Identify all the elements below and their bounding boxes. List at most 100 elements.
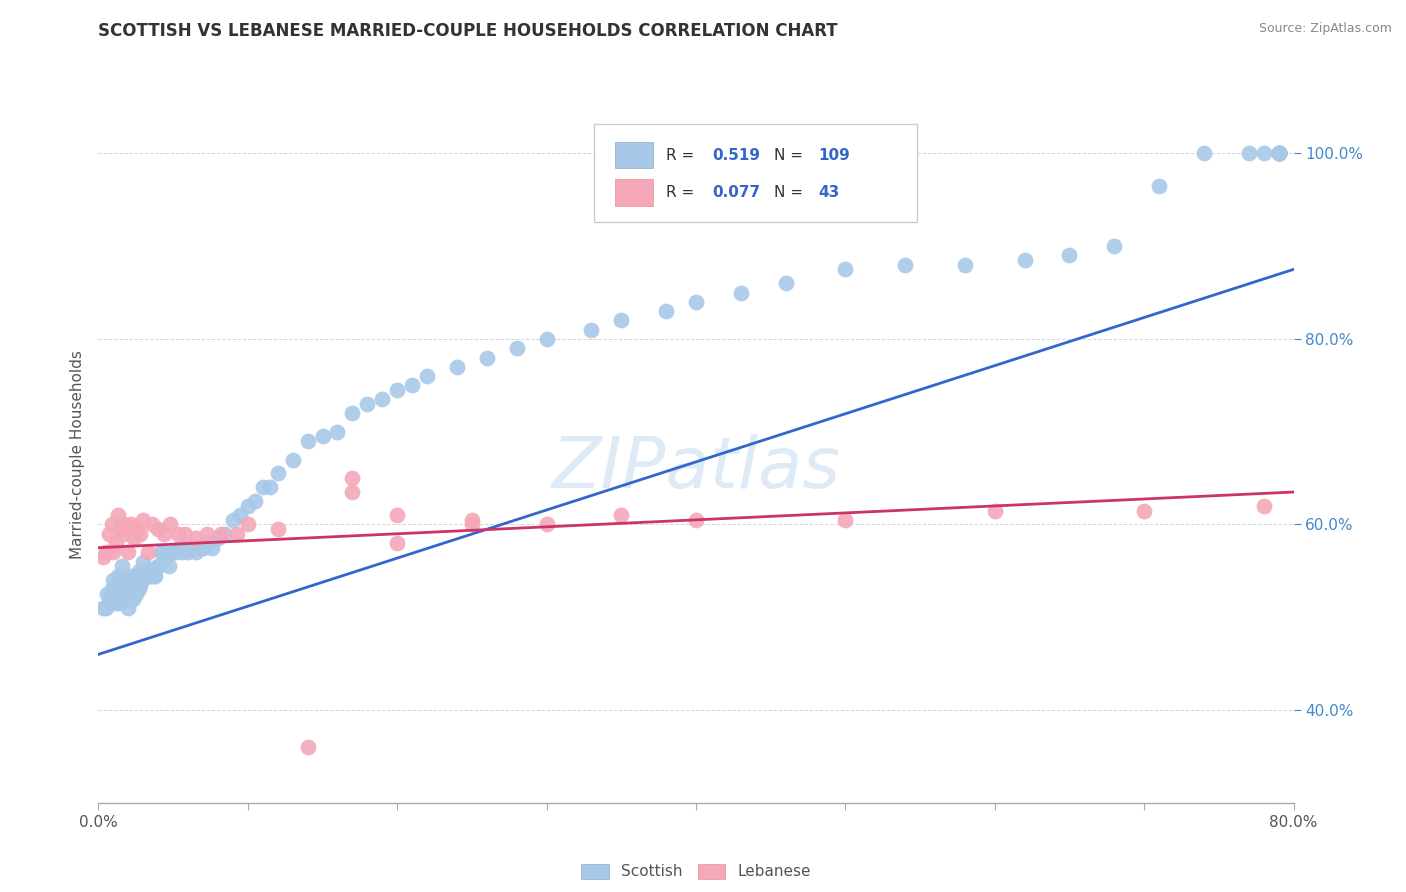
Point	[1267, 146, 1289, 161]
Point	[1267, 146, 1289, 161]
Point	[166, 526, 188, 541]
Point	[105, 591, 128, 606]
Point	[128, 564, 150, 578]
Point	[536, 517, 558, 532]
Point	[1267, 146, 1289, 161]
Point	[125, 587, 148, 601]
Point	[342, 406, 364, 420]
Point	[461, 513, 484, 527]
Text: Source: ZipAtlas.com: Source: ZipAtlas.com	[1258, 22, 1392, 36]
Point	[184, 532, 207, 546]
Point	[139, 568, 162, 582]
Point	[953, 258, 976, 272]
Point	[141, 517, 163, 532]
Point	[98, 591, 122, 606]
Point	[104, 596, 127, 610]
Y-axis label: Married-couple Households: Married-couple Households	[69, 351, 84, 559]
Point	[148, 559, 170, 574]
Point	[229, 508, 252, 523]
Point	[297, 434, 319, 448]
Point	[117, 582, 139, 597]
Point	[267, 522, 290, 536]
Point	[148, 522, 170, 536]
Point	[1253, 146, 1275, 161]
Point	[356, 397, 378, 411]
Point	[461, 517, 484, 532]
Point	[112, 526, 135, 541]
Point	[155, 549, 177, 564]
Point	[1267, 146, 1289, 161]
Point	[281, 452, 304, 467]
Point	[165, 545, 187, 559]
Text: 0.519: 0.519	[713, 147, 761, 162]
Point	[132, 555, 155, 569]
Point	[103, 573, 125, 587]
Point	[446, 359, 468, 374]
Point	[129, 578, 152, 592]
Point	[120, 587, 142, 601]
FancyBboxPatch shape	[614, 179, 652, 206]
Point	[105, 536, 128, 550]
Point	[107, 582, 129, 597]
Point	[1267, 146, 1289, 161]
Point	[94, 601, 117, 615]
Point	[371, 392, 394, 407]
Point	[114, 587, 136, 601]
Point	[108, 596, 131, 610]
Point	[91, 549, 114, 564]
Point	[103, 545, 125, 559]
Point	[1267, 146, 1289, 161]
Point	[121, 591, 143, 606]
Point	[150, 545, 173, 559]
Point	[177, 545, 200, 559]
Point	[148, 559, 170, 574]
Point	[207, 532, 229, 546]
Point	[94, 545, 117, 559]
Point	[132, 568, 155, 582]
Point	[775, 277, 797, 291]
Point	[136, 564, 159, 578]
Point	[1267, 146, 1289, 161]
Point	[129, 526, 152, 541]
Point	[114, 517, 136, 532]
Point	[107, 508, 129, 523]
Point	[1133, 503, 1156, 517]
Point	[110, 568, 132, 582]
Point	[107, 568, 129, 582]
Point	[142, 568, 165, 582]
Point	[103, 591, 125, 606]
Point	[655, 304, 678, 318]
Point	[174, 541, 197, 555]
Point	[894, 258, 917, 272]
Point	[834, 513, 856, 527]
Point	[401, 378, 423, 392]
FancyBboxPatch shape	[595, 124, 917, 222]
Point	[184, 545, 207, 559]
Point	[385, 536, 409, 550]
Text: 43: 43	[818, 186, 839, 200]
Point	[188, 541, 211, 555]
Point	[97, 526, 120, 541]
Point	[209, 526, 232, 541]
Text: R =: R =	[666, 147, 699, 162]
Point	[120, 517, 142, 532]
Point	[385, 508, 409, 523]
Point	[125, 568, 148, 582]
Point	[112, 591, 135, 606]
Point	[124, 532, 146, 546]
Point	[1014, 253, 1036, 268]
Point	[610, 313, 633, 327]
Point	[342, 471, 364, 485]
Point	[157, 559, 180, 574]
Point	[167, 541, 190, 555]
Point	[120, 568, 142, 582]
Point	[685, 513, 707, 527]
Point	[115, 591, 138, 606]
Point	[128, 582, 150, 597]
Point	[141, 564, 163, 578]
Point	[506, 341, 529, 355]
Point	[475, 351, 498, 365]
Point	[101, 517, 124, 532]
Point	[259, 480, 281, 494]
Point	[385, 383, 409, 397]
